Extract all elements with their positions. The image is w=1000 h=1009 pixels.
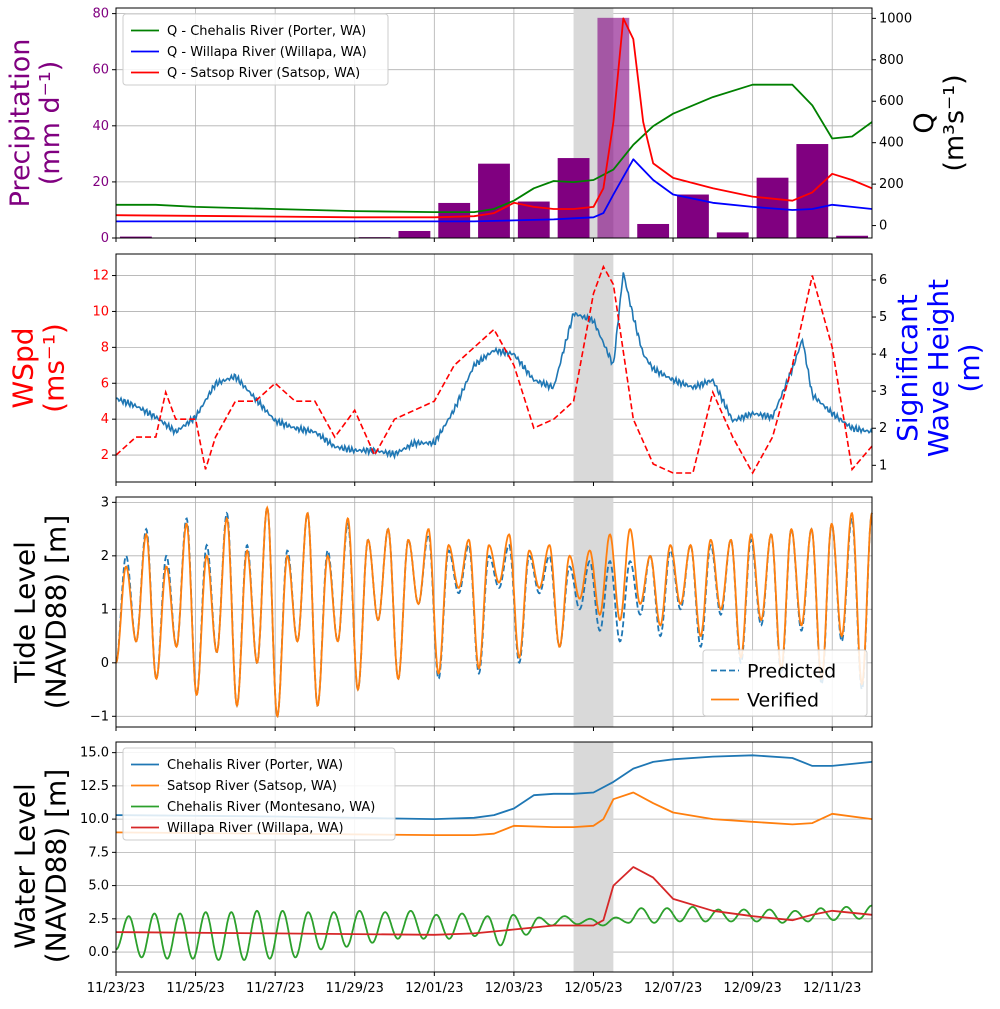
water-level-series-line bbox=[116, 867, 872, 935]
x-tick-label: 11/27/23 bbox=[246, 981, 304, 996]
legend-label: Predicted bbox=[747, 660, 836, 682]
y-tick-label: −1 bbox=[90, 709, 109, 724]
wave-height-line bbox=[116, 273, 872, 458]
legend-label: Q - Chehalis River (Porter, WA) bbox=[167, 24, 366, 39]
axes-frame bbox=[116, 254, 872, 482]
y2-tick-label: 4 bbox=[879, 347, 887, 362]
precipitation-bar bbox=[558, 158, 590, 238]
y-tick-label: 3 bbox=[101, 495, 109, 510]
precipitation-bar bbox=[796, 144, 828, 238]
y2-tick-label: 0 bbox=[879, 219, 887, 234]
y-tick-label: 8 bbox=[101, 340, 109, 355]
x-tick-label: 11/25/23 bbox=[166, 981, 224, 996]
legend-label: Chehalis River (Montesano, WA) bbox=[167, 800, 375, 815]
y-tick-label: 2.5 bbox=[88, 912, 109, 927]
legend-label: Verified bbox=[747, 689, 819, 711]
y-tick-label: 4 bbox=[101, 412, 109, 427]
panel-tide: −1 0 1 2 3 Predicted Verified Tide Level(NAVD88… bbox=[9, 495, 872, 731]
y2-tick-label: 1 bbox=[879, 458, 887, 473]
panel-wind-wave: 24681012123456WSpd(ms⁻¹)SignificantWave … bbox=[7, 254, 986, 486]
event-shading bbox=[574, 497, 614, 727]
event-shading bbox=[574, 254, 614, 482]
y2-tick-label: 5 bbox=[879, 310, 887, 325]
y2-tick-label: 2 bbox=[879, 421, 887, 436]
y2-tick-label: 400 bbox=[879, 136, 904, 151]
y2-axis-label-wave: SignificantWave Height(m) bbox=[891, 279, 986, 457]
y-tick-label: 60 bbox=[92, 63, 109, 78]
y-tick-label: 20 bbox=[92, 175, 109, 190]
y2-tick-label: 800 bbox=[879, 53, 904, 68]
y-tick-label: 5.0 bbox=[88, 879, 109, 894]
x-tick-label: 12/09/23 bbox=[723, 981, 781, 996]
x-tick-label: 12/05/23 bbox=[564, 981, 622, 996]
x-tick-label: 12/03/23 bbox=[485, 981, 543, 996]
y-tick-label: 80 bbox=[92, 7, 109, 22]
y2-axis-label-discharge: Q(m³s⁻¹) bbox=[909, 74, 970, 171]
y-axis-label-tide: Tide Level(NAVD88) [m] bbox=[9, 515, 73, 710]
y2-tick-label: 6 bbox=[879, 273, 887, 288]
y-tick-label: 0 bbox=[101, 656, 109, 671]
y-tick-label: 0 bbox=[101, 231, 109, 246]
y-tick-label: 12 bbox=[92, 269, 109, 284]
precipitation-bar bbox=[399, 231, 431, 238]
x-tick-label: 12/01/23 bbox=[405, 981, 463, 996]
y-tick-label: 10 bbox=[92, 304, 109, 319]
legend-label: Q - Willapa River (Willapa, WA) bbox=[167, 45, 367, 60]
y-axis-label-precipitation: Precipitation(mm d⁻¹) bbox=[5, 39, 66, 208]
precipitation-bar bbox=[637, 224, 669, 238]
x-tick-label: 11/23/23 bbox=[87, 981, 145, 996]
y-tick-label: 40 bbox=[92, 119, 109, 134]
precipitation-bar bbox=[478, 164, 510, 238]
y-axis-label-wind: WSpd(ms⁻¹) bbox=[7, 323, 71, 413]
y-tick-label: 10.0 bbox=[80, 812, 109, 827]
x-tick-label: 11/29/23 bbox=[326, 981, 384, 996]
wind-speed-line bbox=[116, 267, 872, 473]
y-tick-label: 0.0 bbox=[88, 945, 109, 960]
y-tick-label: 1 bbox=[101, 602, 109, 617]
y-tick-label: 6 bbox=[101, 376, 109, 391]
y-tick-label: 7.5 bbox=[88, 845, 109, 860]
y2-tick-label: 1000 bbox=[879, 11, 912, 26]
event-shading bbox=[574, 742, 614, 972]
y-axis-label-water-level: Water Level(NAVD88) [m] bbox=[9, 769, 73, 964]
y2-tick-label: 3 bbox=[879, 384, 887, 399]
y-tick-label: 2 bbox=[101, 549, 109, 564]
precipitation-bar bbox=[438, 203, 470, 238]
panel-water-level: 0.0 2.5 5.0 7.5 10.0 12.5 15.0 Chehalis River (… bbox=[9, 742, 872, 996]
y2-tick-label: 200 bbox=[879, 177, 904, 192]
y-tick-label: 2 bbox=[101, 448, 109, 463]
y-tick-label: 12.5 bbox=[80, 779, 109, 794]
x-tick-label: 12/11/23 bbox=[803, 981, 861, 996]
legend-label: Willapa River (Willapa, WA) bbox=[167, 821, 344, 836]
legend-label: Q - Satsop River (Satsop, WA) bbox=[167, 66, 360, 81]
precipitation-bar bbox=[717, 232, 749, 238]
x-tick-label: 12/07/23 bbox=[644, 981, 702, 996]
legend-label: Satsop River (Satsop, WA) bbox=[167, 779, 337, 794]
y-tick-label: 15.0 bbox=[80, 746, 109, 761]
y2-tick-label: 600 bbox=[879, 94, 904, 109]
legend-label: Chehalis River (Porter, WA) bbox=[167, 758, 343, 773]
